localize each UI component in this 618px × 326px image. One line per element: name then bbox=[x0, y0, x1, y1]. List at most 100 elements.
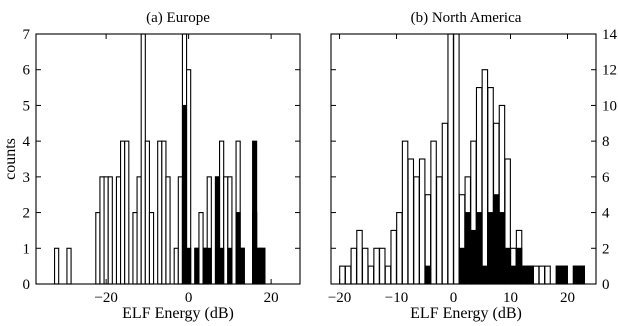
bar-all-events bbox=[198, 212, 204, 285]
bar-subset-events bbox=[227, 247, 233, 285]
bar-all-events bbox=[107, 176, 113, 285]
y-axis-label: counts bbox=[2, 138, 19, 180]
bar-subset-events bbox=[481, 265, 489, 285]
bar-all-events bbox=[361, 247, 369, 285]
y-tick-label: 2 bbox=[602, 241, 610, 257]
y-tick-label: 10 bbox=[602, 98, 617, 114]
bar-subset-events bbox=[186, 247, 192, 285]
bar-subset-events bbox=[555, 265, 563, 285]
bar-subset-events bbox=[510, 265, 517, 285]
y-tick-label: 3 bbox=[23, 170, 31, 186]
bar-all-events bbox=[157, 140, 163, 285]
bar-all-events bbox=[99, 176, 105, 285]
bar-subset-events bbox=[475, 212, 483, 285]
y-tick-label: 6 bbox=[23, 63, 31, 79]
bar-subset-events bbox=[202, 247, 208, 285]
bar-all-events bbox=[356, 229, 363, 285]
bar-subset-events bbox=[256, 247, 262, 285]
bar-all-events bbox=[132, 212, 138, 285]
bar-all-events bbox=[544, 265, 551, 285]
bar-all-events bbox=[441, 122, 449, 285]
y-tick-label: 0 bbox=[602, 277, 610, 293]
bar-all-events bbox=[453, 33, 460, 285]
bar-all-events bbox=[401, 140, 409, 285]
bar-all-events bbox=[223, 176, 229, 285]
bar-all-events bbox=[339, 265, 346, 285]
x-tick-label: 0 bbox=[185, 290, 193, 306]
bar-all-events bbox=[373, 247, 380, 285]
bar-all-events bbox=[436, 176, 443, 285]
bar-all-events bbox=[396, 212, 403, 285]
bar-subset-events bbox=[527, 265, 534, 285]
bar-all-events bbox=[390, 229, 397, 285]
bar-subset-events bbox=[498, 212, 506, 285]
x-tick-label: 20 bbox=[560, 290, 575, 306]
bar-all-events bbox=[140, 33, 146, 285]
bar-all-events bbox=[103, 176, 109, 285]
y-tick-label: 4 bbox=[23, 134, 31, 150]
bar-subset-events bbox=[239, 247, 245, 285]
y-tick-label: 6 bbox=[602, 170, 610, 186]
bar-subset-events bbox=[515, 247, 523, 285]
bar-all-events bbox=[344, 265, 352, 285]
bar-all-events bbox=[384, 265, 392, 285]
panel-title: (a) Europe bbox=[146, 10, 210, 26]
bar-all-events bbox=[177, 176, 183, 285]
bar-all-events bbox=[144, 140, 150, 285]
bar-subset-events bbox=[504, 247, 511, 285]
bar-subset-events bbox=[561, 265, 568, 285]
plot-frame bbox=[35, 33, 301, 285]
x-tick-label: −20 bbox=[94, 290, 117, 306]
plot-frame bbox=[330, 33, 597, 285]
bar-all-events bbox=[115, 176, 122, 285]
bar-all-events bbox=[95, 212, 101, 285]
x-axis-label: ELF Energy (dB) bbox=[122, 305, 234, 322]
bar-all-events bbox=[136, 176, 142, 285]
bar-subset-events bbox=[578, 265, 585, 285]
bar-subset-events bbox=[181, 104, 188, 285]
bar-all-events bbox=[447, 33, 454, 285]
bar-subset-events bbox=[424, 265, 432, 285]
bar-all-events bbox=[124, 140, 130, 285]
bar-all-events bbox=[407, 158, 415, 285]
x-axis-label: ELF Energy (dB) bbox=[410, 305, 522, 322]
y-tick-label: 12 bbox=[602, 63, 617, 79]
x-tick-label: 10 bbox=[503, 290, 518, 306]
bar-all-events bbox=[367, 265, 375, 285]
y-tick-label: 4 bbox=[602, 206, 610, 222]
bar-all-events bbox=[120, 140, 126, 285]
bar-subset-events bbox=[521, 265, 528, 285]
bar-all-events bbox=[148, 212, 155, 285]
bar-subset-events bbox=[470, 229, 477, 285]
panel-title: (b) North America bbox=[411, 10, 522, 26]
y-tick-label: 14 bbox=[602, 27, 618, 43]
y-tick-label: 0 bbox=[23, 277, 31, 293]
bar-subset-events bbox=[493, 194, 500, 285]
y-tick-label: 8 bbox=[602, 134, 610, 150]
bar-all-events bbox=[173, 247, 179, 285]
bar-all-events bbox=[350, 247, 358, 285]
bar-subset-events bbox=[219, 247, 225, 285]
bar-all-events bbox=[430, 140, 437, 285]
x-tick-label: 20 bbox=[264, 290, 279, 306]
bar-all-events bbox=[481, 69, 489, 285]
bar-all-events bbox=[413, 176, 420, 285]
bar-subset-events bbox=[252, 140, 258, 285]
y-tick-label: 7 bbox=[23, 27, 31, 43]
x-tick-label: −10 bbox=[385, 290, 408, 306]
bar-all-events bbox=[66, 247, 72, 285]
bar-subset-events bbox=[572, 265, 580, 285]
bar-all-events bbox=[532, 265, 540, 285]
bar-subset-events bbox=[206, 247, 212, 285]
bar-subset-events bbox=[194, 247, 200, 285]
bar-subset-events bbox=[487, 212, 494, 285]
bar-all-events bbox=[418, 158, 426, 285]
y-tick-label: 1 bbox=[23, 241, 31, 257]
panel-north-america: (b) North America ELF Energy (dB) −20 −10… bbox=[328, 10, 618, 322]
bar-all-events bbox=[538, 265, 546, 285]
x-tick-label: −20 bbox=[328, 290, 351, 306]
bar-all-events bbox=[161, 140, 167, 285]
bar-all-events bbox=[165, 176, 171, 285]
bar-subset-events bbox=[260, 247, 266, 285]
